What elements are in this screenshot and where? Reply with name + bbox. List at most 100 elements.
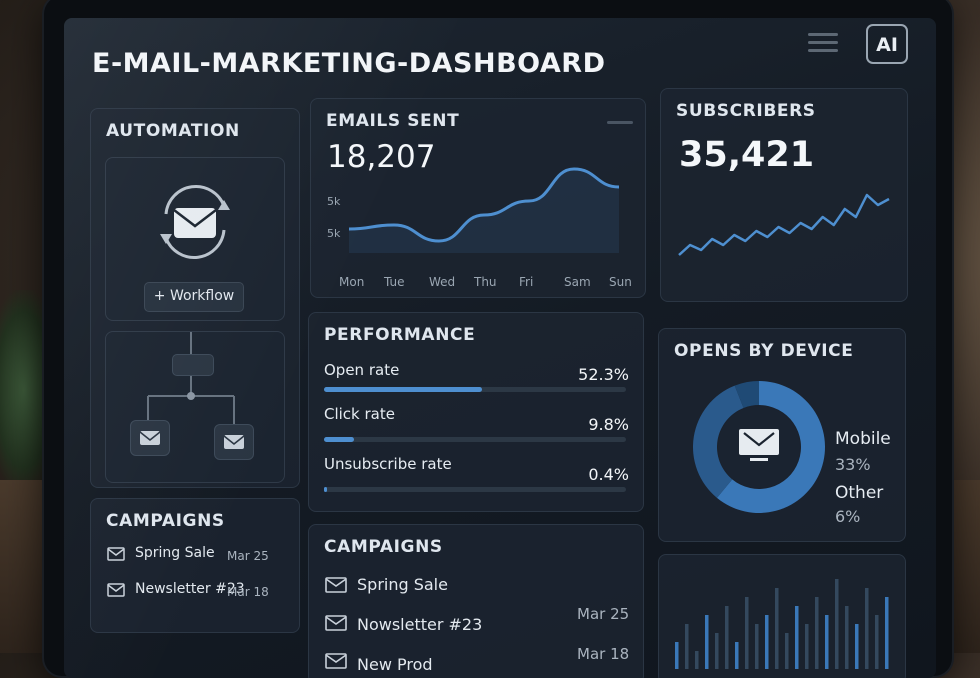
campaign-date: Mar 25 <box>577 605 630 623</box>
metric-value: 52.3% <box>578 365 629 384</box>
add-workflow-button[interactable]: + Workflow <box>144 282 244 312</box>
envelope-icon <box>325 653 347 669</box>
ai-assistant-button[interactable]: AI <box>866 24 908 64</box>
legend-label: Other <box>835 483 884 503</box>
campaign-date: Mar 18 <box>577 645 630 663</box>
subscribers-value: 35,421 <box>679 135 815 175</box>
legend-label: Mobile <box>835 429 891 449</box>
workflow-node[interactable] <box>172 354 214 376</box>
activity-bar <box>825 615 829 669</box>
activity-bar <box>765 615 769 669</box>
donut-slice <box>693 385 744 498</box>
emails-area <box>349 169 619 253</box>
activity-bar <box>785 633 789 669</box>
emails-sent-title: EMAILS SENT <box>326 111 460 131</box>
donut-slice <box>716 381 825 513</box>
metric-label: Click rate <box>324 405 395 423</box>
envelope-icon <box>325 615 347 631</box>
opens-by-device-card: OPENS BY DEVICE Mobile 33% Other 6% <box>658 328 906 542</box>
envelope-icon <box>107 547 125 561</box>
cycle-envelope-icon <box>160 185 230 259</box>
x-tick-label: Fri <box>519 275 534 289</box>
opens-by-device-title: OPENS BY DEVICE <box>674 341 854 361</box>
envelope-icon <box>325 577 347 593</box>
dashboard-screen: E-MAIL-MARKETING-DASHBOARD AI AUTOMATION… <box>64 18 936 678</box>
page-title: E-MAIL-MARKETING-DASHBOARD <box>92 48 606 79</box>
subscribers-card: SUBSCRIBERS 35,421 <box>660 88 908 302</box>
automation-trigger-panel: + Workflow <box>105 157 285 321</box>
activity-bar <box>815 597 819 669</box>
activity-bar <box>745 597 749 669</box>
campaigns-small-title: CAMPAIGNS <box>106 511 225 531</box>
activity-bar <box>855 624 859 669</box>
metric-label: Open rate <box>324 361 400 379</box>
activity-bar <box>865 588 869 669</box>
workflow-diagram-panel <box>105 331 285 483</box>
x-tick-label: Sun <box>609 275 632 289</box>
metric-value: 0.4% <box>588 465 629 484</box>
subscribers-line-chart <box>678 193 890 256</box>
activity-bar <box>775 588 779 669</box>
emails-series-line <box>348 167 620 243</box>
campaign-name[interactable]: New Prod <box>357 655 433 674</box>
automation-title: AUTOMATION <box>106 121 240 141</box>
y-tick-label: 5k <box>327 195 341 208</box>
activity-bar <box>685 624 689 669</box>
metric-label: Unsubscribe rate <box>324 455 452 473</box>
x-tick-label: Tue <box>384 275 405 289</box>
activity-bar-chart <box>675 579 889 669</box>
activity-bar <box>695 651 699 669</box>
performance-title: PERFORMANCE <box>324 325 476 345</box>
campaign-name[interactable]: Spring Sale <box>357 575 448 594</box>
activity-bar <box>715 633 719 669</box>
metric-value: 9.8% <box>588 415 629 434</box>
activity-bar <box>735 642 739 669</box>
activity-bar <box>725 606 729 669</box>
activity-bar <box>755 624 759 669</box>
activity-bar <box>675 642 679 669</box>
card-options-icon[interactable] <box>607 121 633 124</box>
email-step-icon[interactable] <box>130 420 170 456</box>
hamburger-menu-icon[interactable] <box>808 28 838 54</box>
plus-icon: + <box>153 288 166 304</box>
campaign-date: Mar 25 <box>227 549 269 563</box>
activity-bars-card <box>658 554 906 678</box>
automation-card: AUTOMATION + Workflow <box>90 108 300 488</box>
y-tick-label: 5k <box>327 227 341 240</box>
emails-sent-line-chart <box>348 167 620 253</box>
subscribers-title: SUBSCRIBERS <box>676 101 816 121</box>
legend-percent: 6% <box>835 507 861 526</box>
subscribers-series-line <box>678 193 890 256</box>
x-tick-label: Sam <box>564 275 591 289</box>
metric-bar-fill <box>324 387 482 392</box>
envelope-icon <box>107 583 125 597</box>
activity-bar <box>885 597 889 669</box>
metric-bar <box>324 387 626 392</box>
activity-bar <box>795 606 799 669</box>
email-step-icon[interactable] <box>214 424 254 460</box>
activity-bar <box>845 606 849 669</box>
legend-percent: 33% <box>835 455 871 474</box>
metric-bar <box>324 437 626 442</box>
campaign-date: Mar 18 <box>227 585 269 599</box>
emails-sent-value: 18,207 <box>327 139 436 175</box>
campaign-name[interactable]: Spring Sale <box>135 545 215 561</box>
activity-bar <box>805 624 809 669</box>
performance-card: PERFORMANCE Open rate 52.3% Click rate 9… <box>308 312 644 512</box>
activity-bar <box>705 615 709 669</box>
activity-bar <box>835 579 839 669</box>
campaign-name[interactable]: Newsletter #23 <box>135 581 245 597</box>
campaign-name[interactable]: Nowsletter #23 <box>357 615 483 634</box>
metric-bar-fill <box>324 437 354 442</box>
workflow-button-label: Workflow <box>169 288 235 304</box>
emails-sent-card: EMAILS SENT 18,207 5k 5k Mon Tue Wed Thu Fri… <box>310 98 646 298</box>
x-tick-label: Thu <box>474 275 497 289</box>
x-tick-label: Mon <box>339 275 365 289</box>
metric-bar-fill <box>324 487 328 492</box>
campaigns-large-card: CAMPAIGNS Spring Sale Mar 25 Nowsletter … <box>308 524 644 678</box>
campaigns-small-card: CAMPAIGNS Spring Sale Mar 25 Newsletter … <box>90 498 300 633</box>
campaigns-large-title: CAMPAIGNS <box>324 537 443 557</box>
donut-slice <box>734 381 759 408</box>
workflow-connectors <box>147 332 235 424</box>
metric-bar <box>324 487 626 492</box>
